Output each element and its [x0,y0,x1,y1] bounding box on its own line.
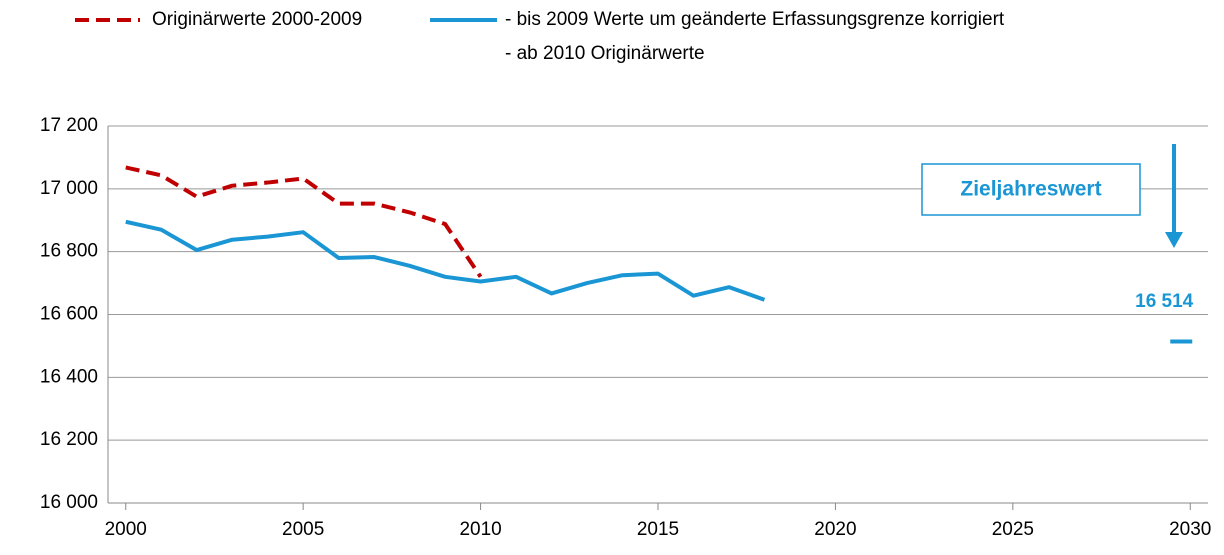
y-tick-label: 16 400 [40,366,98,387]
y-tick-label: 17 000 [40,178,98,199]
annotation-box [921,163,1141,216]
series-line [125,165,483,278]
y-tick-label: 17 200 [40,115,98,136]
y-tick-label: 16 800 [40,241,98,262]
x-tick-label: 2015 [637,519,679,540]
x-tick-label: 2000 [105,519,147,540]
y-tick-label: 16 000 [40,492,98,513]
x-tick-label: 2025 [992,519,1034,540]
series-line [125,219,766,302]
x-tick-label: 2010 [459,519,501,540]
y-tick-label: 16 600 [40,304,98,325]
legend-label: Originärwerte 2000-2009 [152,9,362,30]
x-tick-label: 2020 [814,519,856,540]
y-tick-label: 16 200 [40,429,98,450]
x-tick-label: 2030 [1169,519,1211,540]
target-label: 16 514 [1135,291,1194,312]
legend-note: - ab 2010 Originärwerte [505,43,705,64]
x-tick-label: 2005 [282,519,324,540]
legend-label: - bis 2009 Werte um geänderte Erfassungs… [505,9,1005,30]
annotation-text: Zieljahreswert [960,178,1101,201]
annotation-arrowhead [1165,232,1183,248]
